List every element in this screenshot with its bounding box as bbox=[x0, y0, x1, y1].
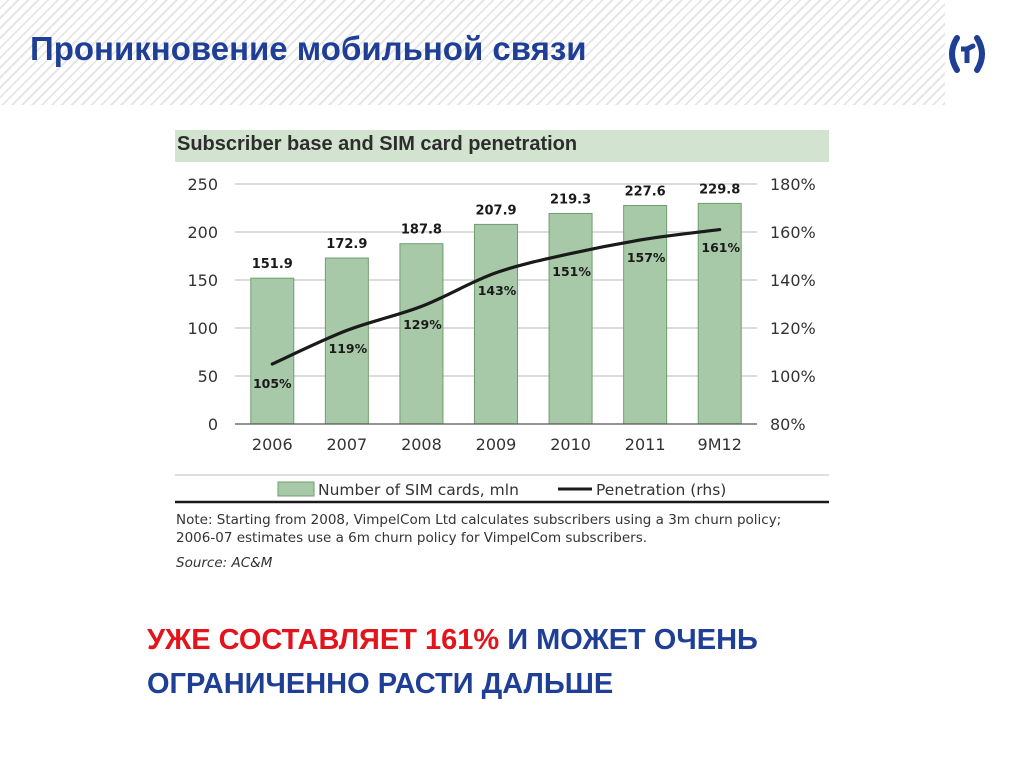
x-tick-label: 2011 bbox=[625, 435, 666, 454]
legend-label-bars: Number of SIM cards, mln bbox=[318, 481, 519, 499]
y-right-tick-label: 140% bbox=[770, 271, 816, 290]
penetration-label: 161% bbox=[701, 240, 740, 255]
y-right-tick-label: 80% bbox=[770, 415, 806, 434]
note-line-2: 2006-07 estimates use a 6m churn policy … bbox=[176, 530, 648, 546]
y-right-tick-label: 180% bbox=[770, 175, 816, 194]
chart-title: Subscriber base and SIM card penetration bbox=[177, 133, 578, 155]
bar bbox=[548, 212, 593, 425]
bar-value-label: 227.6 bbox=[625, 185, 666, 200]
y-right-tick-label: 120% bbox=[770, 319, 816, 338]
callout-continuation: И МОЖЕТ ОЧЕНЬ bbox=[499, 624, 758, 656]
chart-source: Source: AC&M bbox=[176, 555, 273, 571]
bar-value-label: 187.8 bbox=[401, 223, 442, 238]
y-left-tick-label: 250 bbox=[187, 175, 218, 194]
penetration-label: 119% bbox=[329, 341, 368, 356]
note-line-1: Note: Starting from 2008, VimpelCom Ltd … bbox=[176, 512, 782, 528]
bar bbox=[697, 202, 742, 425]
y-right-tick-label: 160% bbox=[770, 223, 816, 242]
x-tick-label: 2010 bbox=[550, 435, 591, 454]
penetration-label: 129% bbox=[403, 317, 442, 332]
bar bbox=[623, 205, 668, 425]
y-left-tick-label: 200 bbox=[187, 223, 218, 242]
penetration-label: 151% bbox=[552, 264, 591, 279]
chart-title-band bbox=[175, 130, 829, 162]
bar-value-label: 229.8 bbox=[699, 182, 740, 197]
x-tick-label: 2006 bbox=[252, 435, 293, 454]
beeline-bracket-logo-icon bbox=[949, 35, 985, 73]
callout-text: УЖЕ СОСТАВЛЯЕТ 161% И МОЖЕТ ОЧЕНЬ ОГРАНИ… bbox=[147, 618, 758, 706]
penetration-label: 143% bbox=[478, 283, 517, 298]
penetration-label: 157% bbox=[627, 250, 666, 265]
callout-line-2: ОГРАНИЧЕННО РАСТИ ДАЛЬШЕ bbox=[147, 668, 614, 700]
bar-value-label: 172.9 bbox=[326, 237, 367, 252]
legend-label-line: Penetration (rhs) bbox=[596, 481, 726, 499]
y-left-tick-label: 150 bbox=[187, 271, 218, 290]
x-tick-label: 2009 bbox=[476, 435, 517, 454]
header-band bbox=[0, 0, 945, 105]
y-right-tick-label: 100% bbox=[770, 367, 816, 386]
chart-note: Note: Starting from 2008, VimpelCom Ltd … bbox=[176, 511, 836, 547]
bar-value-label: 207.9 bbox=[475, 203, 516, 218]
penetration-label: 105% bbox=[253, 376, 292, 391]
bar bbox=[250, 277, 295, 425]
y-left-tick-label: 50 bbox=[198, 367, 218, 386]
x-tick-label: 9M12 bbox=[698, 435, 742, 454]
bar bbox=[324, 257, 369, 425]
y-left-tick-label: 0 bbox=[208, 415, 218, 434]
penetration-line bbox=[270, 228, 722, 366]
y-left-tick-label: 100 bbox=[187, 319, 218, 338]
bar bbox=[399, 243, 444, 425]
bar-value-label: 219.3 bbox=[550, 192, 591, 207]
bar-value-label: 151.9 bbox=[252, 257, 293, 272]
slide-title: Проникновение мобильной связи bbox=[30, 30, 587, 67]
bar bbox=[474, 223, 518, 425]
legend-swatch-bars bbox=[277, 481, 315, 497]
x-tick-label: 2007 bbox=[326, 435, 367, 454]
x-tick-label: 2008 bbox=[401, 435, 442, 454]
callout-highlight: УЖЕ СОСТАВЛЯЕТ 161% bbox=[147, 624, 500, 656]
